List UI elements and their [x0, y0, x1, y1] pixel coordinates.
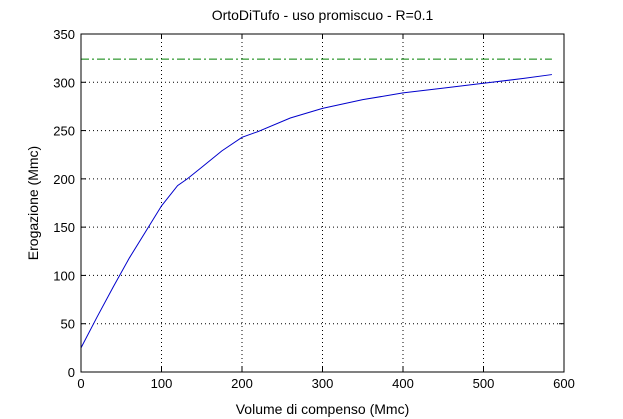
x-tick-label: 300	[312, 376, 334, 391]
chart-title: OrtoDiTufo - uso promiscuo - R=0.1	[212, 7, 434, 23]
y-tick-label: 300	[53, 75, 75, 90]
x-tick-label: 0	[77, 376, 84, 391]
y-tick-label: 250	[53, 124, 75, 139]
x-tick-label: 100	[151, 376, 173, 391]
y-tick-label: 100	[53, 268, 75, 283]
x-tick-label: 600	[553, 376, 575, 391]
x-tick-label: 400	[392, 376, 414, 391]
y-tick-label: 200	[53, 172, 75, 187]
x-axis-label: Volume di compenso (Mmc)	[236, 401, 410, 417]
x-tick-label: 500	[473, 376, 495, 391]
y-axis-label: Erogazione (Mmc)	[25, 146, 41, 260]
x-tick-label: 200	[231, 376, 253, 391]
y-tick-label: 0	[68, 365, 75, 380]
series-group	[80, 58, 552, 349]
grid	[81, 34, 564, 372]
y-tick-label: 150	[53, 220, 75, 235]
y-tick-label: 50	[61, 317, 75, 332]
axis-ticks: 0 100 200 300 400 500 600 0 50 100 150 200 250 300 350	[53, 27, 575, 391]
y-tick-label: 350	[53, 27, 75, 42]
series-line-erogazione	[80, 74, 552, 349]
